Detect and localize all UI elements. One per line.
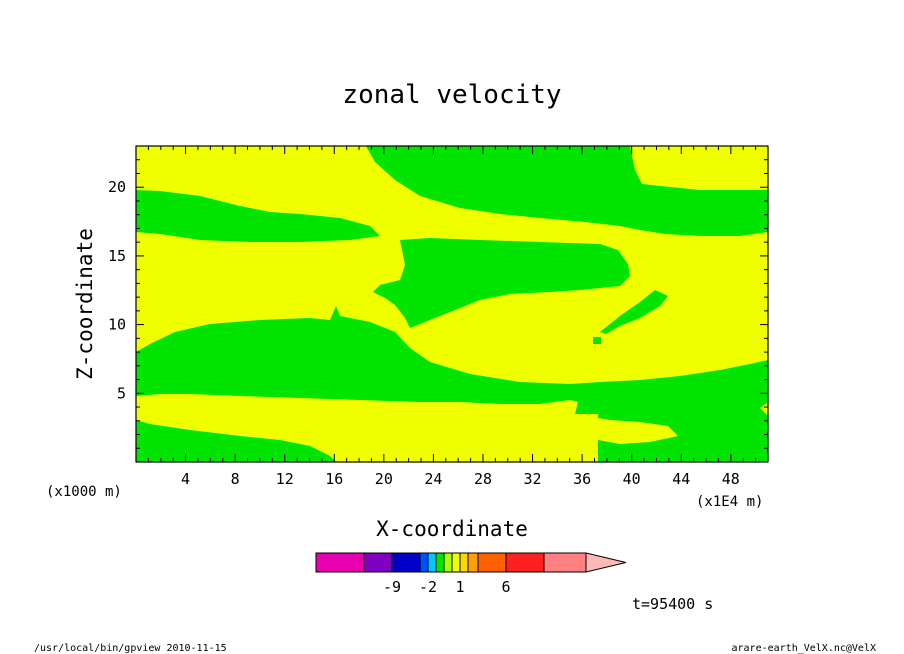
negative-region bbox=[373, 238, 630, 328]
y-tick-label: 10 bbox=[108, 316, 126, 334]
colorbar-swatch bbox=[363, 552, 393, 573]
x-tick-label: 4 bbox=[181, 470, 190, 488]
colorbar-swatch bbox=[427, 552, 437, 573]
contour-field bbox=[136, 146, 768, 462]
plot-frame bbox=[135, 145, 769, 463]
negative-region bbox=[366, 146, 768, 236]
y-axis-title: Z-coordinate bbox=[73, 228, 97, 380]
negative-region bbox=[136, 420, 336, 462]
x-tick-label: 36 bbox=[573, 470, 591, 488]
x-tick-label: 16 bbox=[325, 470, 343, 488]
colorbar-swatch bbox=[543, 552, 587, 573]
x-tick-label: 24 bbox=[424, 470, 442, 488]
x-tick-label: 8 bbox=[231, 470, 240, 488]
colorbar-swatch bbox=[451, 552, 461, 573]
x-tick-label: 28 bbox=[474, 470, 492, 488]
x-tick-label: 40 bbox=[623, 470, 641, 488]
footer-left: /usr/local/bin/gpview 2010-11-15 bbox=[34, 643, 227, 654]
colorbar-label: 1 bbox=[455, 578, 464, 596]
colorbar-swatch bbox=[505, 552, 545, 573]
colorbar-label: -2 bbox=[419, 578, 437, 596]
colorbar-swatch bbox=[435, 552, 445, 573]
colorbar-label: 6 bbox=[501, 578, 510, 596]
time-label: t=95400 s bbox=[632, 595, 713, 613]
x-tick-label: 12 bbox=[276, 470, 294, 488]
x-tick-label: 48 bbox=[722, 470, 740, 488]
x-tick-label: 32 bbox=[524, 470, 542, 488]
negative-region bbox=[136, 306, 768, 462]
colorbar-swatch bbox=[467, 552, 479, 573]
y-tick-label: 15 bbox=[108, 247, 126, 265]
x-axis-title: X-coordinate bbox=[376, 517, 528, 541]
x-axis: 4 8 12 16 20 24 28 32 36 40 44 48 bbox=[135, 146, 769, 488]
colorbar-label: -9 bbox=[383, 578, 401, 596]
colorbar-arrow bbox=[585, 552, 627, 573]
colorbar-swatch bbox=[419, 552, 429, 573]
footer-right: arare-earth_VelX.nc@VelX bbox=[732, 643, 877, 654]
colorbar-swatch bbox=[459, 552, 469, 573]
colorbar-swatch bbox=[443, 552, 453, 573]
x-tick-label: 44 bbox=[672, 470, 690, 488]
y-tick-label: 20 bbox=[108, 178, 126, 196]
negative-region bbox=[136, 190, 380, 242]
x-tick-label: 20 bbox=[375, 470, 393, 488]
colorbar-swatch bbox=[477, 552, 507, 573]
y-tick-label: 5 bbox=[117, 384, 126, 402]
colorbar-swatch bbox=[391, 552, 421, 573]
colorbar-swatch bbox=[315, 552, 365, 573]
y-unit-label: (x1000 m) bbox=[46, 484, 122, 500]
negative-region bbox=[593, 337, 601, 344]
chart-title: zonal velocity bbox=[342, 80, 561, 110]
y-axis: 5 10 15 20 bbox=[108, 145, 768, 463]
x-unit-label: (x1E4 m) bbox=[696, 494, 763, 510]
colorbar: -9 -2 1 6 bbox=[315, 552, 627, 596]
negative-region bbox=[600, 290, 668, 334]
